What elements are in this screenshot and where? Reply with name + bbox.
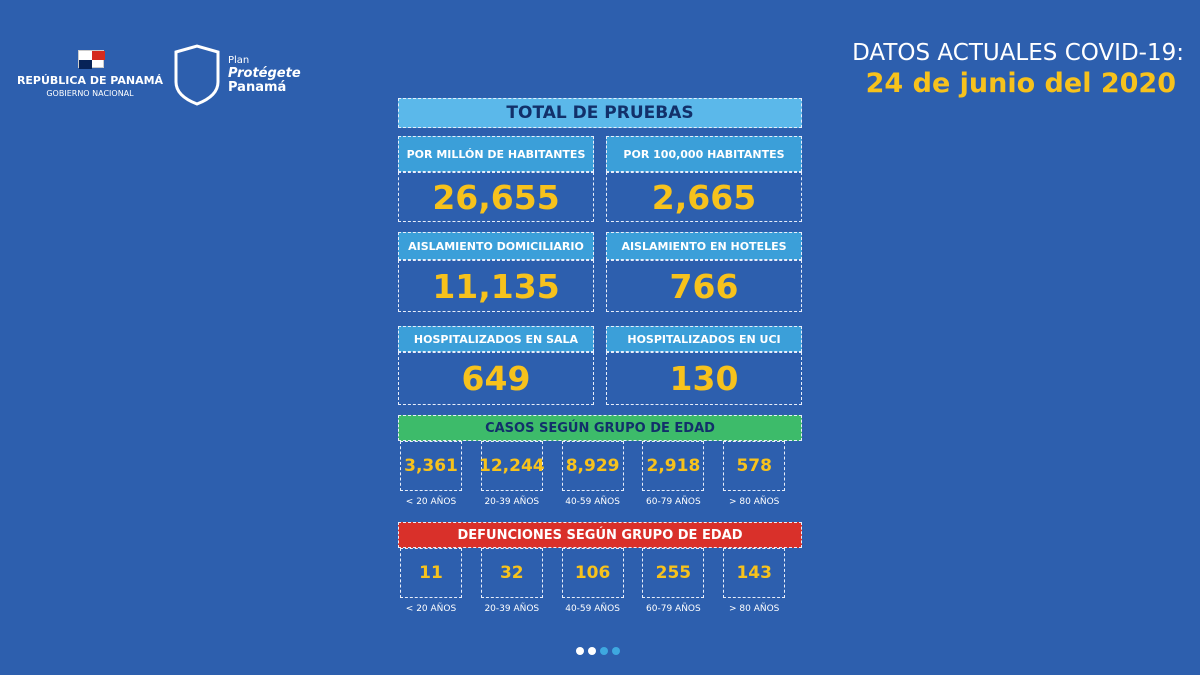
panel-title: TOTAL DE PRUEBAS [398,98,802,128]
flag [78,50,105,69]
cases-group: < 20 AÑOS [405,497,457,507]
deaths-title: DEFUNCIONES SEGÚN GRUPO DE EDAD [398,522,802,548]
cases-group: 60-79 AÑOS [646,497,701,507]
card-value: 766 [606,260,802,312]
dot[interactable] [588,647,596,655]
cases-value: 12,244 [479,441,545,491]
header-date: 24 de junio del 2020 [865,68,1176,99]
deaths-group: 60-79 AÑOS [646,604,701,614]
shield [174,44,220,106]
header-title: DATOS ACTUALES COVID-19: [852,40,1184,66]
cases-group: 40-59 AÑOS [565,497,620,507]
card-label: HOSPITALIZADOS EN UCI [606,326,802,352]
dot[interactable] [576,647,584,655]
cases-value: 3,361 [400,441,462,491]
dot[interactable] [600,647,608,655]
deaths-group: 40-59 AÑOS [565,604,620,614]
card-value: 2,665 [606,172,802,222]
deaths-value: 143 [723,548,786,598]
card-label: AISLAMIENTO DOMICILIARIO [398,232,594,260]
card-label: POR 100,000 HABITANTES [606,136,802,172]
card-label: HOSPITALIZADOS EN SALA [398,326,594,352]
deaths-value: 32 [480,548,543,598]
cases-value: 578 [723,441,786,491]
plan-name: Panamá [228,80,287,95]
deaths-group: 20-39 AÑOS [484,604,540,614]
card-value: 26,655 [398,172,594,222]
card-value: 11,135 [398,260,594,312]
cases-group: > 80 AÑOS [728,497,780,507]
plan-name: Protégete [228,66,301,81]
pager [576,647,620,655]
plan: Plan [228,55,250,66]
government: GOBIERNO NACIONAL [46,89,134,98]
card-value: 649 [398,352,594,405]
card-label: POR MILLÓN DE HABITANTES [398,136,594,172]
deaths-value: 11 [400,548,462,598]
deaths-value: 255 [642,548,705,598]
flag-part [92,51,105,60]
republic: REPÚBLICA DE PANAMÁ [16,74,164,87]
card-label: AISLAMIENTO EN HOTELES [606,232,802,260]
dot[interactable] [612,647,620,655]
cases-title: CASOS SEGÚN GRUPO DE EDAD [398,415,802,441]
deaths-group: < 20 AÑOS [405,604,457,614]
deaths-group: > 80 AÑOS [728,604,780,614]
cases-value: 2,918 [642,441,705,491]
cases-value: 8,929 [561,441,624,491]
cases-group: 20-39 AÑOS [484,497,540,507]
deaths-value: 106 [561,548,624,598]
card-value: 130 [606,352,802,405]
flag-part [79,60,92,69]
